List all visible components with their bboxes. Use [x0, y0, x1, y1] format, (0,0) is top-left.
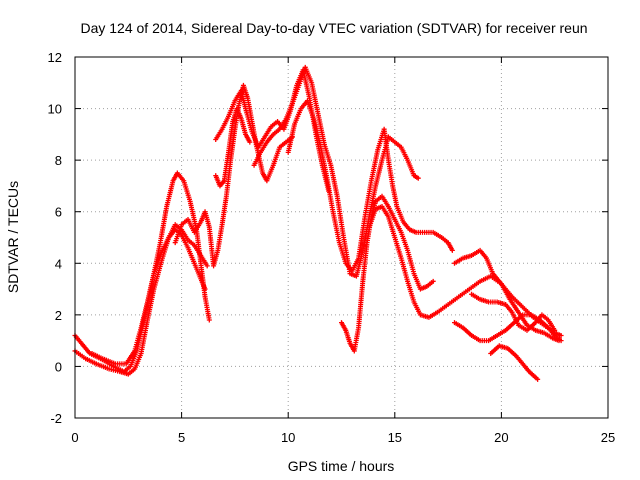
y-axis-label: SDTVAR / TECUs	[5, 181, 21, 293]
data-point	[558, 332, 564, 338]
data-point	[552, 327, 558, 333]
x-tick-label: 0	[71, 430, 78, 445]
x-tick-label: 15	[388, 430, 402, 445]
x-tick-label: 10	[281, 430, 295, 445]
y-tick-label: 10	[48, 102, 62, 117]
series-track-7	[251, 64, 421, 279]
tick-labels: 0 5 10 15 20 25 -2 0 2 4 6 8 10 12	[48, 50, 616, 445]
data-point	[247, 139, 253, 145]
data-point	[206, 317, 212, 323]
x-tick-label: 25	[601, 430, 615, 445]
plot-frame	[74, 56, 609, 419]
series-track-13	[469, 291, 558, 333]
series-track-8	[285, 98, 455, 274]
series-track-5	[213, 106, 253, 189]
data-series	[72, 64, 564, 382]
series-track-11	[451, 247, 562, 344]
data-point	[535, 376, 541, 382]
x-tick-label: 20	[494, 430, 508, 445]
y-tick-label: 8	[55, 153, 62, 168]
x-axis-label: GPS time / hours	[288, 458, 395, 474]
y-tick-label: -2	[50, 411, 62, 426]
data-point	[558, 338, 564, 344]
x-tick-label: 5	[178, 430, 185, 445]
y-tick-label: 0	[55, 359, 62, 374]
data-point	[415, 175, 421, 181]
data-point	[204, 263, 210, 269]
y-tick-label: 12	[48, 50, 62, 65]
series-track-12	[451, 312, 564, 344]
chart-title: Day 124 of 2014, Sidereal Day-to-day VTE…	[80, 20, 587, 36]
series-track-3	[89, 227, 208, 367]
data-point	[202, 286, 208, 292]
series-track-14	[488, 343, 541, 382]
y-tick-label: 6	[55, 205, 62, 220]
data-point	[430, 278, 436, 284]
y-tick-label: 4	[55, 256, 62, 271]
axis-ticks	[74, 56, 609, 419]
y-tick-label: 2	[55, 308, 62, 323]
data-point	[449, 247, 455, 253]
